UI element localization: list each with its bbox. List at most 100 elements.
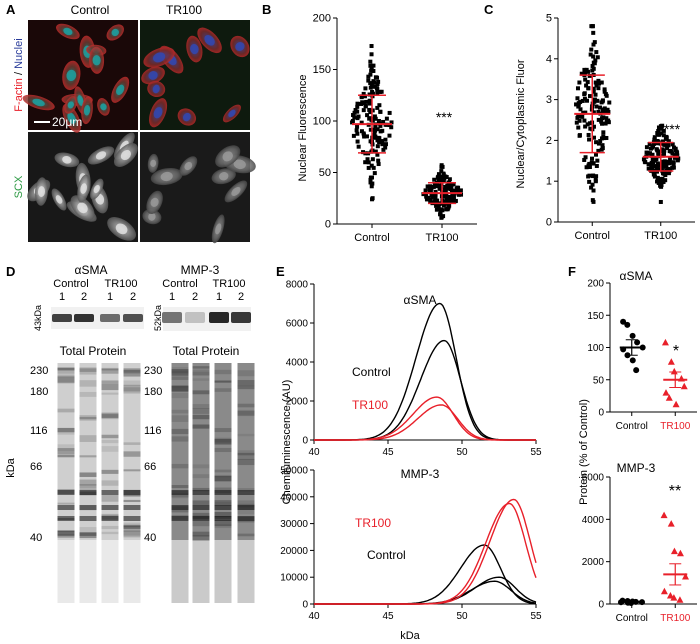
ladder-label-right: 66 <box>144 461 156 473</box>
total-protein-band <box>79 527 97 533</box>
total-protein-band <box>214 369 232 375</box>
nucleus-tr100-scx <box>184 161 193 171</box>
total-protein-band <box>237 458 255 466</box>
total-protein-band <box>57 408 75 413</box>
data-point <box>650 166 655 171</box>
total-protein-band <box>79 505 97 510</box>
total-protein-band <box>101 383 119 391</box>
data-point <box>655 164 660 169</box>
total-protein-band <box>123 373 141 377</box>
nucleus-control-merge <box>67 101 75 109</box>
data-point <box>447 194 452 199</box>
data-point <box>445 198 450 203</box>
data-point <box>423 188 428 193</box>
panel-letter-b: B <box>262 2 271 17</box>
data-point <box>674 153 679 158</box>
total-protein-band <box>192 512 210 519</box>
total-protein-band <box>57 454 75 458</box>
data-point <box>599 80 604 85</box>
data-point <box>589 47 594 52</box>
data-point <box>596 81 601 86</box>
data-point <box>384 116 389 121</box>
data-point <box>649 164 654 169</box>
total-protein-band <box>171 516 189 521</box>
data-point <box>603 121 608 126</box>
data-point <box>375 127 380 132</box>
data-point <box>591 54 596 59</box>
total-protein-band <box>192 408 210 414</box>
data-point <box>373 128 378 133</box>
panel-e-xlabel: kDa <box>400 630 420 642</box>
data-point <box>591 199 596 204</box>
lane-fade <box>123 540 141 603</box>
data-point <box>658 199 663 204</box>
y-tick-label: 4000 <box>582 515 605 526</box>
data-point <box>389 120 394 125</box>
data-point <box>671 165 676 170</box>
y-tick-label: 0 <box>325 219 331 231</box>
panel-f-top-significance: * <box>673 343 679 360</box>
data-point <box>368 177 373 182</box>
total-protein-band <box>57 376 75 384</box>
total-protein-band <box>171 415 189 422</box>
y-tick-label: 150 <box>313 64 331 76</box>
panel-d-kda-label: kDa <box>5 457 17 477</box>
y-tick-label: 1 <box>546 176 552 188</box>
total-protein-band <box>171 385 189 389</box>
data-point <box>370 91 375 96</box>
blot-asma-strip <box>51 307 144 329</box>
total-protein-band <box>79 435 97 442</box>
total-protein-band <box>57 375 75 383</box>
data-point <box>577 133 582 138</box>
total-protein-right-title: Total Protein <box>173 344 240 358</box>
data-point <box>378 129 383 134</box>
data-point <box>655 131 660 136</box>
total-protein-band <box>101 525 119 530</box>
data-point <box>593 92 598 97</box>
data-point <box>651 159 656 164</box>
data-point <box>367 107 372 112</box>
data-point <box>587 121 592 126</box>
data-point <box>596 117 601 122</box>
nucleus-control-scx <box>77 202 88 214</box>
data-point <box>425 195 430 200</box>
data-point <box>588 94 593 99</box>
data-point <box>582 118 587 123</box>
total-protein-band <box>171 370 189 374</box>
y-tick-label: 8000 <box>286 280 309 291</box>
data-point <box>378 89 383 94</box>
data-point <box>583 110 588 115</box>
data-point <box>594 174 599 179</box>
data-point <box>591 42 596 47</box>
panel-c-significance: *** <box>664 121 681 137</box>
total-protein-band <box>79 532 97 536</box>
data-point <box>584 67 589 72</box>
data-point <box>580 114 585 119</box>
data-point <box>379 139 384 144</box>
y-tick-label: 6000 <box>286 319 309 330</box>
data-point <box>368 85 373 90</box>
data-point <box>670 547 678 555</box>
panel-c: C Nuclear/Cytoplasmic Fluor *** <box>484 2 681 188</box>
total-protein-band <box>214 469 232 473</box>
data-point <box>591 188 596 193</box>
series-line-tr100 <box>314 404 536 441</box>
data-point <box>591 161 596 166</box>
total-protein-band <box>214 500 232 506</box>
data-point <box>375 105 380 110</box>
nucleus-tr100-merge <box>182 112 191 122</box>
y-tick-label: 10000 <box>280 573 308 584</box>
data-point <box>433 189 438 194</box>
panel-e-top-control-label: Control <box>352 365 391 379</box>
nucleus-tr100-merge <box>152 52 166 63</box>
blot-asma-band <box>100 314 120 322</box>
chart-C: 0 1 2 3 4 5 Control TR100 <box>546 13 695 242</box>
lane-fade <box>57 540 75 603</box>
data-point <box>375 75 380 80</box>
total-protein-band <box>57 367 75 374</box>
data-point <box>373 124 378 129</box>
y-tick-label: 20000 <box>280 546 308 557</box>
data-point <box>591 110 596 115</box>
y-tick-label: 2 <box>546 135 552 147</box>
nucleus-tr100-merge <box>152 84 160 94</box>
